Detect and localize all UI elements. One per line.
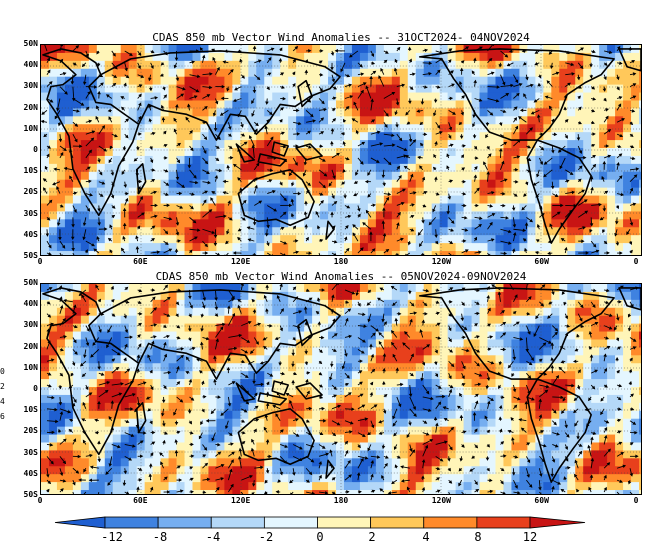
lat-label: 50N	[23, 39, 38, 48]
lon-label: 60E	[133, 496, 148, 505]
panel-2-title: CDAS 850 mb Vector Wind Anomalies -- 05N…	[155, 270, 527, 283]
lon-label: 120W	[431, 496, 451, 505]
lon-label: 0	[633, 496, 639, 505]
colorbar-label: -8	[152, 530, 168, 544]
lat-label: 40N	[23, 60, 38, 70]
lat-label: 40S	[23, 229, 38, 239]
colorbar-segment	[157, 516, 212, 529]
colorbar	[54, 516, 586, 529]
colorbar-label: -4	[205, 530, 221, 544]
colorbar-label: 12	[522, 530, 538, 544]
lat-label: 50S	[23, 251, 38, 260]
colorbar-label: 0	[316, 530, 324, 544]
colorbar-label: 2	[368, 530, 376, 544]
colorbar-segment	[476, 516, 531, 529]
lat-label: 10S	[23, 405, 38, 415]
lat-label: 30S	[23, 208, 38, 218]
lon-label: 60W	[534, 257, 549, 266]
lon-label: 120E	[231, 496, 251, 505]
lon-label: 60W	[534, 496, 549, 505]
lat-label: 20S	[23, 426, 38, 436]
lat-label: 10S	[23, 166, 38, 176]
lat-label: 20N	[23, 341, 38, 351]
lat-label: 50S	[23, 490, 38, 499]
lon-label: 180	[333, 496, 349, 505]
lon-label: 180	[333, 257, 349, 266]
lon-label: 0	[37, 257, 43, 266]
colorbar-label: -12	[101, 530, 123, 544]
colorbar-segment	[423, 516, 478, 529]
lat-label: 40S	[23, 468, 38, 478]
lat-label: 10N	[23, 362, 38, 372]
lat-label: 30S	[23, 447, 38, 457]
colorbar-label: 4	[422, 530, 430, 544]
colorbar-max-arrow	[529, 516, 586, 529]
lon-label: 120E	[231, 257, 251, 266]
colorbar-segment	[104, 516, 159, 529]
panel-2-map	[40, 283, 642, 495]
colorbar-segment	[317, 516, 372, 529]
colorbar-label: 8	[474, 530, 482, 544]
colorbar-segment	[210, 516, 265, 529]
lon-label: 0	[633, 257, 639, 266]
colorbar-segment	[263, 516, 318, 529]
colorbar-min-arrow	[54, 516, 106, 529]
lat-label: 30N	[23, 320, 38, 330]
lat-label: 20S	[23, 187, 38, 197]
lat-label: 30N	[23, 81, 38, 91]
lat-label: 50N	[23, 278, 38, 287]
lat-label: 20N	[23, 102, 38, 112]
lon-label: 60E	[133, 257, 148, 266]
colorbar-label: -2	[258, 530, 274, 544]
lat-label: 10N	[23, 123, 38, 133]
lat-label: 0	[33, 145, 38, 154]
lat-label: 40N	[23, 299, 38, 309]
lon-label: 120W	[431, 257, 451, 266]
panel-1-map	[40, 44, 642, 256]
lat-label: 0	[33, 384, 38, 393]
panel-1-title: CDAS 850 mb Vector Wind Anomalies -- 31O…	[152, 31, 530, 44]
lon-label: 0	[37, 496, 43, 505]
colorbar-segment	[370, 516, 425, 529]
